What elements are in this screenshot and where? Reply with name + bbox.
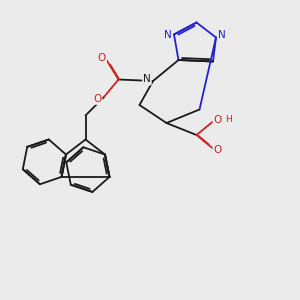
Text: N: N	[218, 29, 226, 40]
Text: O: O	[213, 115, 222, 125]
Text: N: N	[143, 74, 151, 85]
Text: O: O	[213, 145, 222, 155]
Text: H: H	[225, 116, 232, 124]
Text: O: O	[93, 94, 102, 104]
Text: O: O	[98, 52, 106, 63]
Text: N: N	[164, 29, 171, 40]
